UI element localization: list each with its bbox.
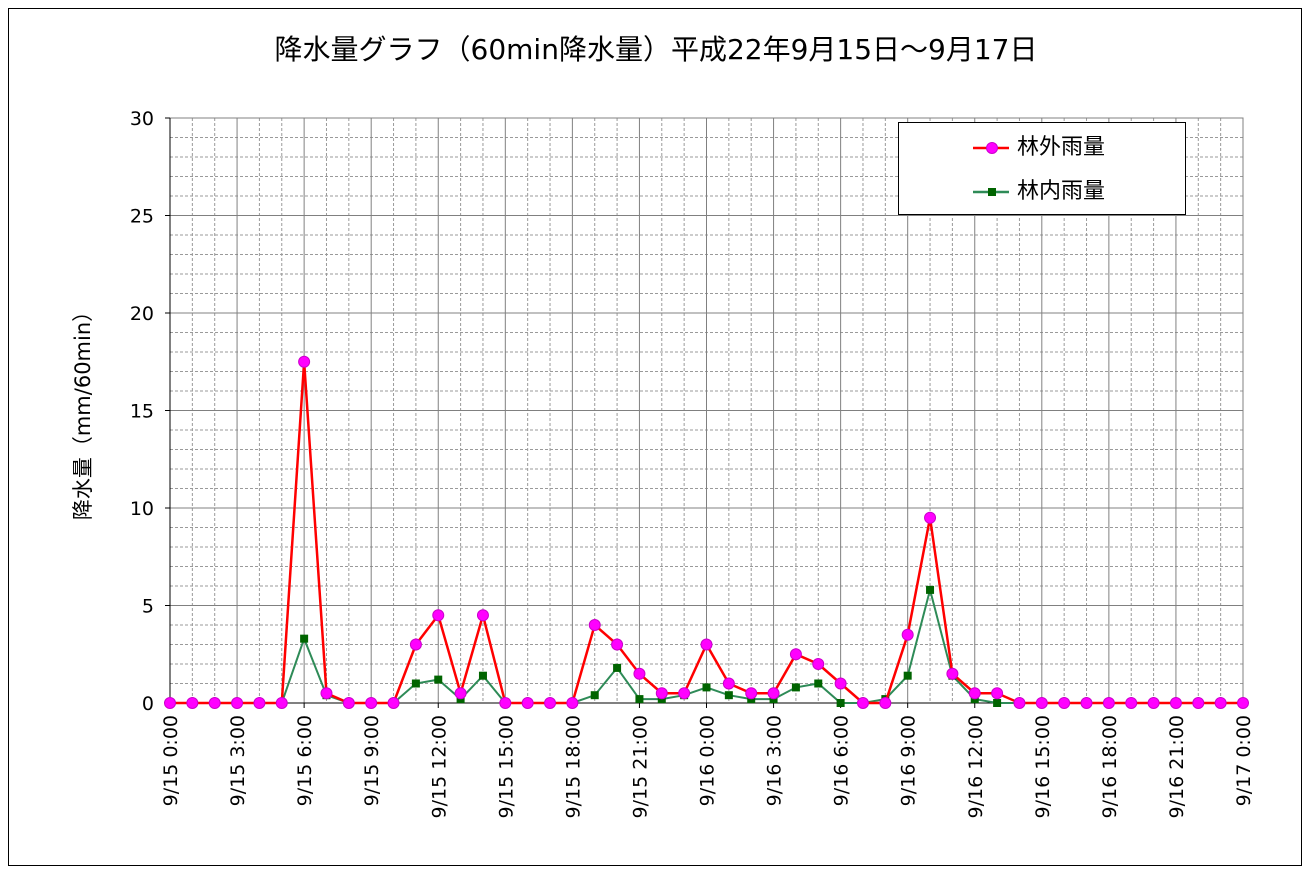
data-point-series-1 (432, 609, 445, 622)
data-point-series-1 (275, 697, 288, 709)
data-point-series-1 (767, 687, 780, 700)
data-point-series-2 (300, 634, 309, 643)
data-point-series-1 (1214, 697, 1227, 709)
x-tick-label: 9/16 9:00 (898, 715, 920, 806)
legend-swatch-series-2 (973, 188, 1009, 196)
data-point-series-2 (590, 691, 599, 700)
data-point-series-2 (903, 671, 912, 680)
x-tick-label: 9/15 21:00 (629, 715, 651, 818)
data-point-series-1 (1058, 697, 1071, 709)
data-point-series-1 (856, 697, 869, 709)
y-tick-label: 15 (130, 401, 154, 423)
data-point-series-1 (186, 697, 199, 709)
x-tick-label: 9/15 6:00 (294, 715, 316, 806)
data-point-series-1 (342, 697, 355, 709)
x-tick-label: 9/15 18:00 (562, 715, 584, 818)
data-point-series-1 (476, 609, 489, 622)
legend-item-series-2: 林内雨量 (899, 177, 1185, 207)
y-axis-label: 降水量（mm/60min） (71, 301, 95, 520)
data-point-series-1 (655, 687, 668, 700)
data-point-series-1 (946, 667, 959, 680)
data-point-series-1 (499, 697, 512, 709)
data-point-series-1 (588, 619, 601, 631)
x-tick-label: 9/17 0:00 (1233, 715, 1255, 806)
data-point-series-1 (789, 648, 802, 661)
data-point-series-1 (454, 687, 467, 700)
data-point-series-1 (633, 667, 646, 680)
x-tick-label: 9/16 18:00 (1099, 715, 1121, 818)
data-point-series-1 (231, 697, 244, 709)
x-tick-label: 9/16 6:00 (831, 715, 853, 806)
data-point-series-1 (722, 677, 735, 690)
x-tick-label: 9/15 12:00 (428, 715, 450, 818)
data-point-series-1 (1102, 697, 1115, 709)
data-point-series-1 (208, 697, 221, 709)
data-point-series-1 (1237, 697, 1249, 709)
data-point-series-1 (1080, 697, 1093, 709)
data-point-series-1 (1147, 697, 1160, 709)
x-tick-label: 9/16 12:00 (965, 715, 987, 818)
data-point-series-1 (991, 687, 1004, 700)
data-point-series-1 (834, 677, 847, 690)
data-point-series-2 (478, 671, 487, 680)
data-point-series-2 (724, 691, 733, 700)
x-tick-label: 9/15 9:00 (361, 715, 383, 806)
data-point-series-2 (702, 683, 711, 692)
series-1 (164, 355, 1249, 709)
legend-item-series-1: 林外雨量 (899, 133, 1185, 163)
x-tick-label: 9/15 0:00 (160, 715, 182, 806)
legend-swatch-series-1 (973, 142, 1009, 154)
data-point-series-1 (924, 511, 937, 524)
data-point-series-1 (298, 355, 311, 368)
y-tick-label: 20 (130, 303, 154, 325)
x-tick-label: 9/16 0:00 (697, 715, 719, 806)
data-point-series-1 (745, 687, 758, 700)
data-point-series-1 (1192, 697, 1205, 709)
data-point-series-2 (836, 699, 845, 707)
y-tick-label: 0 (142, 693, 154, 715)
legend-label-series-2: 林内雨量 (1017, 179, 1106, 204)
data-point-series-1 (365, 697, 378, 709)
x-tick-label: 9/15 3:00 (227, 715, 249, 806)
data-point-series-1 (879, 697, 892, 709)
data-point-series-2 (434, 675, 443, 684)
legend: 林外雨量 林内雨量 (898, 122, 1186, 215)
x-tick-label: 9/15 15:00 (495, 715, 517, 818)
data-point-series-2 (993, 699, 1002, 707)
y-tick-label: 5 (142, 596, 154, 618)
data-point-series-2 (613, 663, 622, 672)
y-tick-label: 10 (130, 498, 154, 520)
x-tick-label: 9/16 3:00 (764, 715, 786, 806)
data-point-series-1 (678, 687, 691, 700)
data-point-series-1 (812, 658, 825, 670)
data-point-series-1 (521, 697, 534, 709)
data-point-series-1 (700, 638, 713, 651)
data-point-series-1 (611, 638, 624, 651)
x-tick-label: 9/16 21:00 (1166, 715, 1188, 818)
data-point-series-1 (1035, 697, 1048, 709)
data-point-series-1 (544, 697, 557, 709)
chart-title: 降水量グラフ（60min降水量）平成22年9月15日～9月17日 (274, 33, 1038, 66)
data-point-series-1 (1125, 697, 1138, 709)
data-point-series-1 (901, 628, 914, 641)
data-point-series-1 (968, 687, 981, 700)
data-point-series-2 (926, 585, 935, 594)
x-tick-label: 9/16 15:00 (1032, 715, 1054, 818)
data-point-series-1 (387, 697, 400, 709)
data-point-series-2 (635, 695, 644, 704)
data-point-series-1 (566, 697, 579, 709)
data-point-series-2 (791, 683, 800, 692)
legend-label-series-1: 林外雨量 (1017, 135, 1106, 160)
data-point-series-1 (1169, 697, 1182, 709)
y-tick-label: 25 (130, 206, 154, 228)
data-point-series-1 (409, 638, 422, 651)
data-point-series-2 (814, 679, 823, 688)
data-point-series-1 (1013, 697, 1026, 709)
data-point-series-1 (253, 697, 266, 709)
data-point-series-1 (164, 697, 176, 709)
y-tick-label: 30 (130, 108, 154, 130)
data-point-series-2 (411, 679, 420, 688)
data-point-series-1 (320, 687, 333, 700)
